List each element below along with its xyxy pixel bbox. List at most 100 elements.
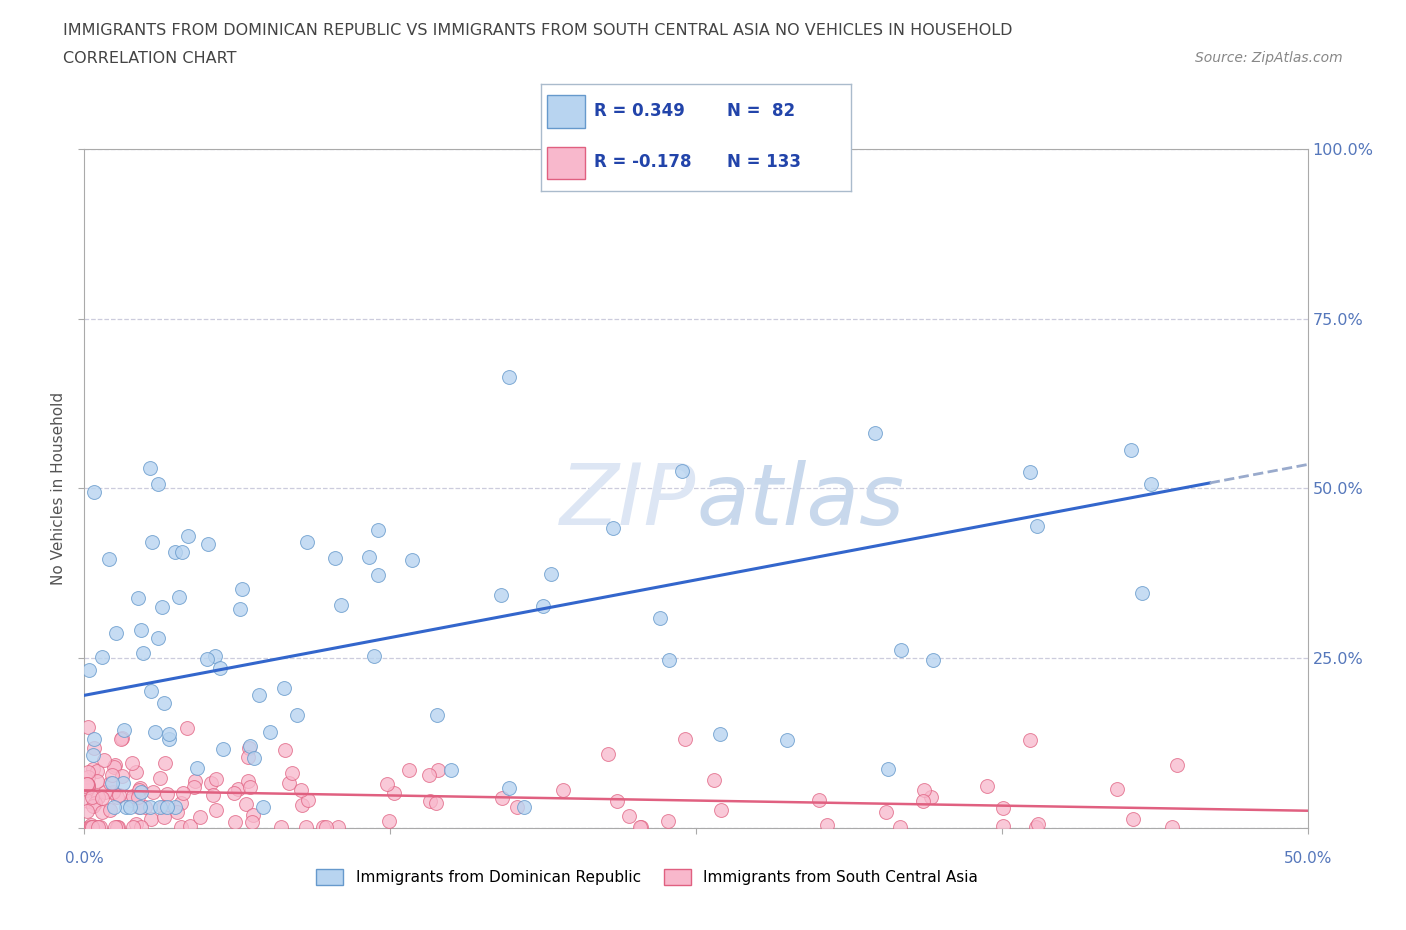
Point xyxy=(188,810,211,825)
Point xyxy=(101,776,124,790)
Point xyxy=(1160,819,1182,834)
Point xyxy=(139,800,162,815)
Point xyxy=(86,789,108,804)
Point xyxy=(152,809,174,824)
Point xyxy=(398,763,420,777)
Point xyxy=(110,732,132,747)
Point xyxy=(274,743,297,758)
Point xyxy=(127,790,149,804)
Point xyxy=(991,801,1014,816)
Point xyxy=(129,819,152,834)
Point xyxy=(513,800,536,815)
Text: R = -0.178: R = -0.178 xyxy=(593,153,692,171)
Point xyxy=(277,776,299,790)
Point xyxy=(127,591,149,605)
Text: Source: ZipAtlas.com: Source: ZipAtlas.com xyxy=(1195,51,1343,65)
Point xyxy=(97,551,120,566)
FancyBboxPatch shape xyxy=(547,147,585,179)
Point xyxy=(103,758,125,773)
Point xyxy=(82,762,104,777)
Point xyxy=(540,567,562,582)
Point xyxy=(1130,586,1153,601)
Point xyxy=(815,817,838,832)
Point xyxy=(285,707,308,722)
Point xyxy=(1025,819,1047,834)
Point xyxy=(419,793,441,808)
Point xyxy=(425,795,447,810)
Point xyxy=(323,551,346,565)
Point xyxy=(238,750,260,764)
Point xyxy=(204,803,226,817)
Point xyxy=(326,819,349,834)
Point xyxy=(153,755,176,770)
Point xyxy=(200,776,222,790)
Point xyxy=(94,785,117,800)
Point xyxy=(156,800,179,815)
Point xyxy=(90,650,112,665)
Point xyxy=(703,773,725,788)
Point xyxy=(489,587,512,602)
Point xyxy=(808,793,831,808)
Point xyxy=(83,485,105,499)
Point xyxy=(128,800,150,815)
Point xyxy=(77,793,100,808)
Point xyxy=(100,803,122,817)
Point xyxy=(506,799,529,814)
Point xyxy=(912,782,935,797)
Point xyxy=(107,788,129,803)
Point xyxy=(115,800,138,815)
Point xyxy=(226,781,249,796)
Point xyxy=(329,598,352,613)
Point xyxy=(531,599,554,614)
Point xyxy=(101,767,124,782)
Point xyxy=(427,763,450,777)
Point xyxy=(875,804,897,819)
Point xyxy=(172,785,194,800)
Point xyxy=(648,611,671,626)
Point xyxy=(103,785,125,800)
Point xyxy=(86,819,108,834)
Point xyxy=(1140,476,1163,491)
Point xyxy=(247,687,270,702)
Point xyxy=(163,800,186,815)
Point xyxy=(125,817,148,831)
Point xyxy=(290,783,312,798)
Point xyxy=(105,626,128,641)
Point xyxy=(76,804,98,818)
Point xyxy=(146,476,169,491)
Point xyxy=(179,818,201,833)
Point xyxy=(240,815,263,830)
Point xyxy=(80,819,103,834)
Point xyxy=(77,764,100,779)
Point xyxy=(491,790,513,805)
Point xyxy=(84,819,107,834)
Point xyxy=(243,751,266,765)
Point xyxy=(889,819,911,834)
Point xyxy=(671,464,693,479)
Point xyxy=(166,804,188,819)
Point xyxy=(236,774,259,789)
Point xyxy=(176,721,198,736)
Point xyxy=(1122,812,1144,827)
Point xyxy=(128,782,150,797)
Point xyxy=(710,803,733,817)
Point xyxy=(553,783,575,798)
Point xyxy=(498,369,520,384)
Point xyxy=(120,800,142,815)
Point xyxy=(125,764,148,779)
Point xyxy=(93,752,115,767)
Point xyxy=(606,793,628,808)
Point xyxy=(112,723,135,737)
Point xyxy=(76,777,98,791)
Point xyxy=(122,819,145,834)
Text: N =  82: N = 82 xyxy=(727,102,794,120)
Text: CORRELATION CHART: CORRELATION CHART xyxy=(63,51,236,66)
Point xyxy=(259,724,281,739)
Point xyxy=(242,807,264,822)
Point xyxy=(90,790,112,805)
Point xyxy=(143,724,166,739)
Text: atlas: atlas xyxy=(696,460,904,543)
Point xyxy=(375,777,398,791)
Point xyxy=(1166,757,1188,772)
Point xyxy=(82,819,104,834)
